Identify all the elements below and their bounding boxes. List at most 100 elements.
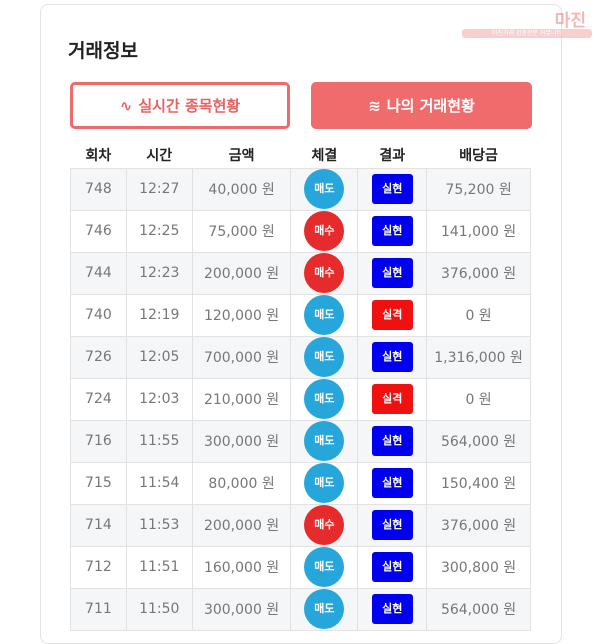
cell-payout: 0 원	[426, 377, 531, 421]
result-badge: 실현	[371, 426, 413, 456]
cell-result: 실현	[357, 461, 428, 505]
result-badge: 실현	[371, 468, 413, 498]
result-badge: 실현	[371, 258, 413, 288]
cell-amount: 75,000 원	[191, 209, 292, 253]
cell-round: 724	[70, 377, 127, 421]
trade-table: 회차 시간 금액 체결 결과 배당금 748 12:27 40,000 원 매도 실현 75,200…	[70, 143, 531, 631]
cell-result: 실현	[357, 545, 428, 589]
realtime-status-button[interactable]: ∿ 실시간 종목현황	[70, 82, 290, 129]
result-badge: 실현	[371, 594, 413, 624]
cell-time: 12:27	[125, 167, 193, 211]
cell-amount: 210,000 원	[191, 377, 292, 421]
cell-side: 매수	[290, 209, 359, 253]
cell-payout: 376,000 원	[426, 503, 531, 547]
cell-result: 실현	[357, 167, 428, 211]
cell-side: 매도	[290, 461, 359, 505]
cell-result: 실현	[357, 209, 428, 253]
watermark-logo-text: 마진	[554, 11, 586, 31]
result-badge: 실현	[371, 510, 413, 540]
cell-amount: 80,000 원	[191, 461, 292, 505]
cell-round: 715	[70, 461, 127, 505]
page-title: 거래정보	[68, 40, 138, 62]
waves-icon: ≋	[368, 96, 381, 115]
cell-round: 746	[70, 209, 127, 253]
cell-payout: 75,200 원	[426, 167, 531, 211]
cell-side: 매도	[290, 587, 359, 631]
buy-badge: 매수	[304, 505, 345, 545]
header-amount: 금액	[228, 148, 255, 165]
cell-amount: 300,000 원	[191, 419, 292, 463]
cell-round: 714	[70, 503, 127, 547]
cell-result: 실현	[357, 335, 428, 379]
cell-side: 매도	[290, 377, 359, 421]
sell-badge: 매도	[304, 463, 345, 503]
result-badge: 실현	[371, 174, 413, 204]
table-row: 712 11:51 160,000 원 매도 실현 300,800 원	[70, 545, 531, 589]
table-row: 740 12:19 120,000 원 매도 실격 0 원	[70, 293, 531, 337]
my-trades-label: 나의 거래현황	[386, 97, 475, 115]
cell-round: 748	[70, 167, 127, 211]
cell-time: 11:51	[125, 545, 193, 589]
cell-time: 12:03	[125, 377, 193, 421]
cell-side: 매도	[290, 167, 359, 211]
cell-result: 실현	[357, 587, 428, 631]
result-badge: 실격	[371, 384, 413, 414]
table-row: 715 11:54 80,000 원 매도 실현 150,400 원	[70, 461, 531, 505]
cell-result: 실격	[357, 293, 428, 337]
cell-amount: 700,000 원	[191, 335, 292, 379]
cell-result: 실격	[357, 377, 428, 421]
cell-amount: 40,000 원	[191, 167, 292, 211]
buy-badge: 매수	[304, 211, 345, 251]
result-badge: 실격	[371, 300, 413, 330]
table-row: 714 11:53 200,000 원 매수 실현 376,000 원	[70, 503, 531, 547]
cell-time: 11:53	[125, 503, 193, 547]
result-badge: 실현	[371, 552, 413, 582]
cell-round: 726	[70, 335, 127, 379]
my-trades-button[interactable]: ≋ 나의 거래현황	[311, 82, 532, 129]
cell-time: 12:05	[125, 335, 193, 379]
cell-amount: 160,000 원	[191, 545, 292, 589]
cell-side: 매도	[290, 335, 359, 379]
sell-badge: 매도	[304, 421, 345, 461]
table-row: 711 11:50 300,000 원 매도 실현 564,000 원	[70, 587, 531, 631]
cell-result: 실현	[357, 503, 428, 547]
table-row: 716 11:55 300,000 원 매도 실현 564,000 원	[70, 419, 531, 463]
cell-time: 11:55	[125, 419, 193, 463]
cell-time: 12:25	[125, 209, 193, 253]
cell-time: 12:19	[125, 293, 193, 337]
cell-round: 712	[70, 545, 127, 589]
cell-payout: 564,000 원	[426, 419, 531, 463]
cell-side: 매도	[290, 293, 359, 337]
cell-result: 실현	[357, 419, 428, 463]
table-row: 724 12:03 210,000 원 매도 실격 0 원	[70, 377, 531, 421]
cell-result: 실현	[357, 251, 428, 295]
cell-side: 매수	[290, 503, 359, 547]
table-row: 726 12:05 700,000 원 매도 실현 1,316,000 원	[70, 335, 531, 379]
cell-amount: 300,000 원	[191, 587, 292, 631]
sell-badge: 매도	[304, 547, 345, 587]
cell-payout: 0 원	[426, 293, 531, 337]
cell-round: 711	[70, 587, 127, 631]
cell-payout: 300,800 원	[426, 545, 531, 589]
cell-amount: 200,000 원	[191, 251, 292, 295]
cell-payout: 150,400 원	[426, 461, 531, 505]
sell-badge: 매도	[304, 589, 345, 629]
sell-badge: 매도	[304, 169, 345, 209]
cell-time: 11:54	[125, 461, 193, 505]
realtime-status-label: 실시간 종목현황	[138, 97, 241, 115]
cell-side: 매도	[290, 545, 359, 589]
cell-round: 740	[70, 293, 127, 337]
pulse-icon: ∿	[119, 96, 133, 115]
cell-side: 매도	[290, 419, 359, 463]
sell-badge: 매도	[304, 337, 345, 377]
buy-badge: 매수	[304, 253, 345, 293]
table-row: 748 12:27 40,000 원 매도 실현 75,200 원	[70, 167, 531, 211]
sell-badge: 매도	[304, 295, 345, 335]
cell-side: 매수	[290, 251, 359, 295]
watermark-logo: 마진 마진거래 검증전문 커뮤니티	[462, 6, 592, 38]
header-payout: 배당금	[459, 148, 498, 165]
header-side: 체결	[311, 148, 338, 165]
watermark-tagline: 마진거래 검증전문 커뮤니티	[462, 29, 592, 38]
cell-amount: 200,000 원	[191, 503, 292, 547]
result-badge: 실현	[371, 342, 413, 372]
